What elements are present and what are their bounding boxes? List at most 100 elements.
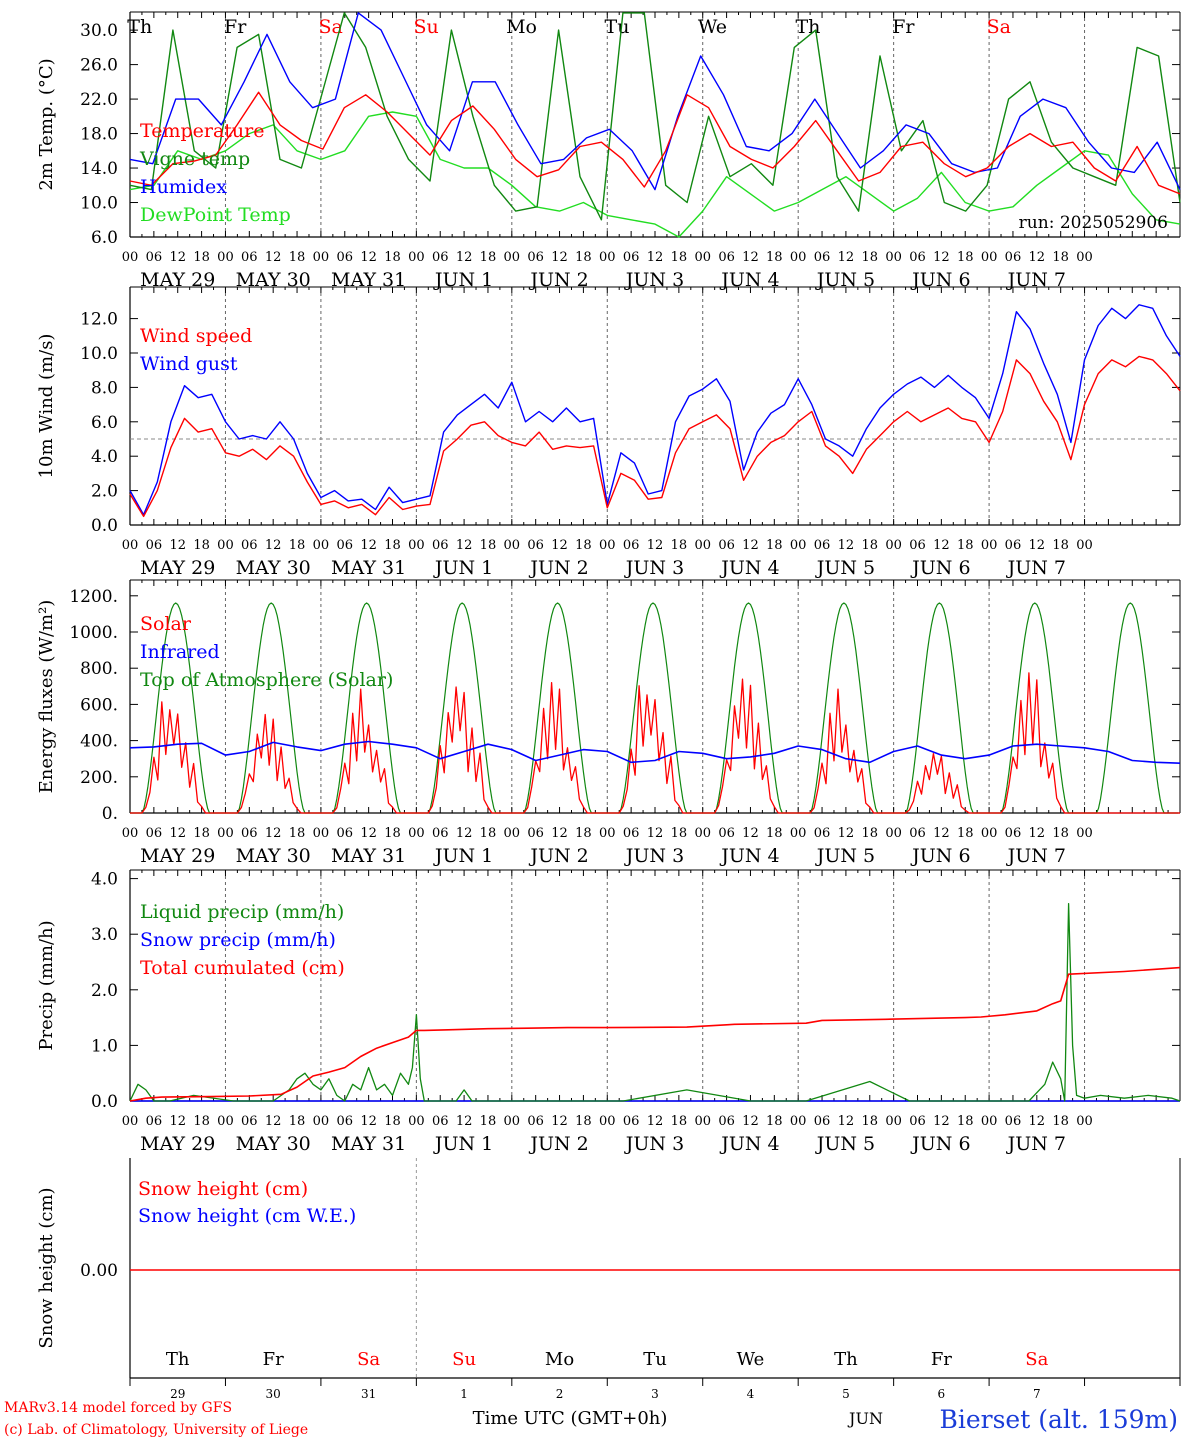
hour-label: 18 [193,826,210,841]
hour-label: 06 [814,538,831,553]
hour-label: 00 [408,250,425,265]
y-tick-label: 1000. [69,623,118,643]
hour-label: 12 [265,538,282,553]
hour-label: 00 [981,538,998,553]
date-label: MAY 29 [140,269,215,291]
hour-label: 00 [313,1114,330,1129]
day-number: 6 [938,1387,946,1401]
date-label: JUN 7 [1006,269,1066,291]
day-number: 31 [361,1387,376,1401]
y-tick-label: 6.0 [91,228,118,248]
date-label: JUN 1 [433,557,493,579]
hour-label: 18 [671,826,688,841]
hour-label: 12 [933,250,950,265]
y-tick-label: 8.0 [91,378,118,398]
hour-label: 06 [432,538,449,553]
weekday-label: Fr [892,16,915,38]
hour-label: 06 [527,826,544,841]
hour-label: 06 [1005,1114,1022,1129]
hour-label: 06 [241,250,258,265]
hour-label: 00 [694,826,711,841]
hour-label: 12 [1029,538,1046,553]
date-label: JUN 2 [528,557,588,579]
date-label: JUN 6 [910,557,970,579]
series-wind-speed [129,355,1181,518]
date-label: JUN 2 [528,1133,588,1155]
day-number: 1 [460,1387,468,1401]
hour-label: 12 [360,1114,377,1129]
weekday-label: Sa [357,1349,380,1370]
hour-label: 00 [217,1114,234,1129]
date-label: JUN 4 [719,269,779,291]
hour-label: 00 [790,250,807,265]
hour-label: 18 [193,538,210,553]
legend-liquid-precip-mm-h-: Liquid precip (mm/h) [140,901,344,923]
series-wind-gust [129,304,1181,516]
hour-label: 00 [885,826,902,841]
y-tick-label: 1.0 [91,1036,118,1056]
hour-label: 00 [408,826,425,841]
hour-label: 00 [1076,826,1093,841]
y-tick-label: 26.0 [80,56,118,76]
hour-label: 12 [169,250,186,265]
hour-label: 12 [551,250,568,265]
hour-label: 18 [957,826,974,841]
hour-label: 00 [217,538,234,553]
y-tick-label: 18.0 [80,125,118,145]
hour-label: 12 [647,538,664,553]
hour-label: 18 [861,1114,878,1129]
energy-panel: 0. 200. 400. 600. 800. 1000. 1200. Energy fluxe… [36,579,1181,867]
hour-label: 06 [623,826,640,841]
date-label: JUN 4 [719,557,779,579]
hour-label: 00 [885,250,902,265]
y-tick-label: 10.0 [80,194,118,214]
hour-label: 06 [909,1114,926,1129]
y-tick-label: 1200. [69,587,118,607]
hour-label: 06 [336,1114,353,1129]
y-tick-label: 800. [80,659,118,679]
hour-label: 12 [838,250,855,265]
y-tick-label: 2.0 [91,482,118,502]
hour-label: 18 [671,538,688,553]
hour-label: 06 [814,250,831,265]
hour-label: 12 [456,250,473,265]
date-label: MAY 29 [140,557,215,579]
series-infrared [129,740,1181,764]
lab-credit: (c) Lab. of Climatology, University of L… [4,1422,308,1438]
date-label: JUN 7 [1006,557,1066,579]
date-label: JUN 5 [815,269,875,291]
day-number: 7 [1033,1387,1041,1401]
hour-label: 18 [861,826,878,841]
day-number: 3 [651,1387,659,1401]
hour-label: 06 [814,826,831,841]
date-label: JUN 1 [433,845,493,867]
y-axis-title: Snow height (cm) [36,1187,57,1348]
hour-label: 06 [623,250,640,265]
hour-label: 18 [193,1114,210,1129]
legend-humidex: Humidex [140,176,227,198]
hour-label: 06 [909,538,926,553]
day-number: 5 [842,1387,850,1401]
y-tick-label: 200. [80,768,118,788]
hour-label: 12 [551,826,568,841]
hour-label: 00 [313,826,330,841]
date-label: JUN 2 [528,845,588,867]
hour-label: 00 [694,250,711,265]
y-tick-label: 0. [102,804,118,824]
weekday-label: Fr [224,16,247,38]
y-tick-label: 400. [80,732,118,752]
hour-label: 18 [1052,1114,1069,1129]
date-label: JUN 5 [815,845,875,867]
hour-label: 12 [1029,826,1046,841]
hour-label: 06 [146,826,163,841]
y-tick-label: 10.0 [80,344,118,364]
legend-solar: Solar [140,613,192,635]
hour-label: 18 [384,1114,401,1129]
hour-label: 12 [838,538,855,553]
weekday-label: Sa [987,16,1011,38]
series-temperature [129,91,1181,195]
hour-label: 00 [504,826,521,841]
day-number: 4 [747,1387,755,1401]
hour-label: 18 [480,1114,497,1129]
hour-label: 06 [336,250,353,265]
